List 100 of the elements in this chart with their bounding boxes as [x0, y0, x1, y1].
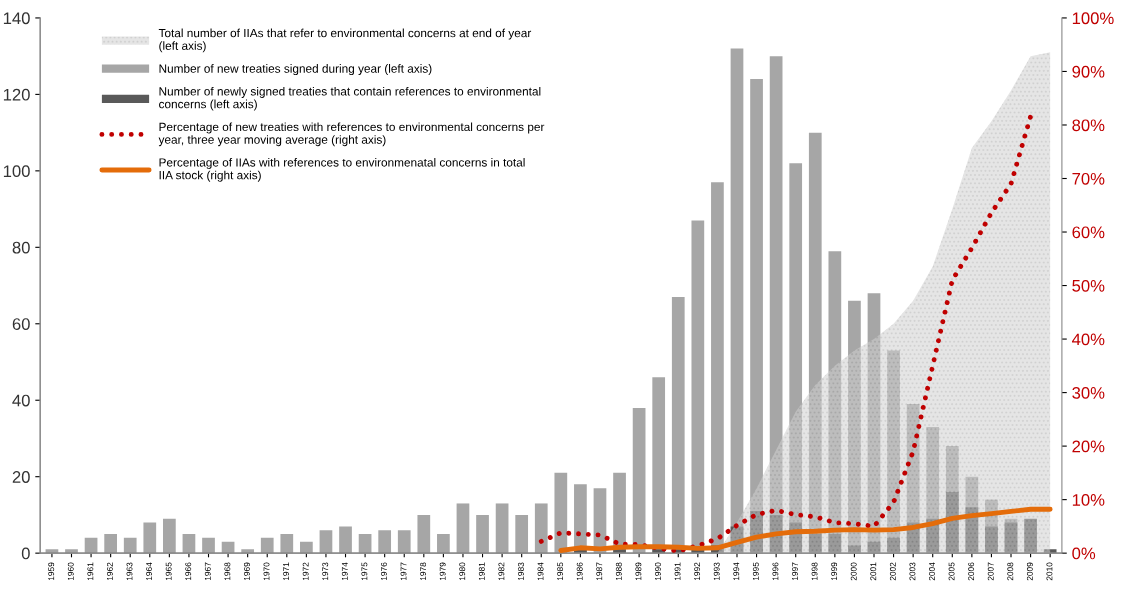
legend-label: Number of new treaties signed during year (left axis) [159, 64, 432, 76]
bar [437, 534, 450, 554]
x-tick-label: 2008 [1007, 562, 1014, 581]
bar [319, 530, 333, 554]
y-tick-label: 100 [3, 165, 30, 178]
bar [456, 503, 470, 554]
x-tick-label: 2000 [850, 562, 857, 581]
x-tick-label: 1972 [302, 562, 309, 581]
bar [534, 503, 548, 554]
x-tick-label: 1989 [635, 562, 642, 581]
bar [515, 514, 529, 554]
bar [887, 537, 900, 554]
y2-tick-label: 40% [1072, 333, 1105, 346]
y2-tick-label: 60% [1072, 226, 1105, 239]
x-tick-label: 1981 [478, 562, 485, 581]
x-tick-label: 1961 [87, 562, 94, 581]
y2-tick-label: 80% [1072, 119, 1105, 132]
y2-tick-label: 30% [1072, 386, 1105, 399]
y-tick-label: 0 [21, 547, 30, 560]
x-tick-label: 1999 [831, 562, 838, 581]
x-tick-label: 2003 [909, 562, 916, 581]
bar [495, 503, 509, 554]
x-tick-label: 2005 [948, 562, 955, 581]
x-tick-label: 1988 [615, 562, 622, 581]
x-tick-label: 1964 [146, 562, 153, 581]
x-tick-label: 1998 [811, 562, 818, 581]
x-tick-label: 1975 [361, 562, 368, 581]
x-tick-label: 1984 [537, 562, 544, 581]
bar [123, 537, 137, 554]
x-tick-label: 1965 [165, 562, 172, 581]
y2-tick-label: 0% [1072, 547, 1096, 560]
y-tick-label: 40 [12, 394, 30, 407]
y-tick-label: 120 [3, 88, 30, 101]
bar [632, 407, 646, 554]
y2-tick-label: 70% [1072, 172, 1105, 185]
bar [828, 534, 842, 554]
x-tick-label: 1990 [655, 562, 661, 581]
bar [378, 530, 392, 554]
bar [397, 530, 411, 554]
x-tick-label: 1995 [752, 562, 759, 581]
x-tick-label: 2007 [987, 562, 994, 581]
legend-label: Percentage of new treaties with references to environmental concerns per year, three year moving average (right axis) [158, 122, 545, 147]
x-tick-label: 1979 [439, 562, 446, 581]
x-tick-label: 1967 [204, 562, 211, 581]
y2-tick-label: 20% [1072, 440, 1105, 453]
y2-tick-label: 50% [1072, 279, 1105, 292]
y-tick-label: 60 [12, 318, 30, 330]
x-tick-label: 1963 [126, 562, 133, 581]
x-tick-label: 1962 [106, 562, 113, 581]
y2-tick-label: 10% [1072, 494, 1105, 506]
bar [1024, 518, 1037, 554]
x-tick-label: 1978 [420, 562, 427, 581]
x-tick-label: 1996 [772, 562, 779, 581]
legend-label: Number of newly signed treaties that contain references to environmental concerns (left axis) [159, 86, 541, 111]
x-tick-label: 2001 [870, 562, 877, 581]
y-tick-label: 80 [12, 241, 30, 254]
x-tick-label: 1960 [67, 562, 74, 581]
x-tick-label: 1986 [576, 562, 583, 581]
x-tick-label: 1982 [498, 562, 505, 581]
bar [339, 526, 352, 554]
y-tick-label: 20 [12, 471, 30, 483]
x-tick-label: 1992 [694, 562, 701, 581]
bar [104, 534, 117, 554]
bar [945, 491, 959, 554]
x-tick-label: 1959 [48, 562, 55, 581]
y-tick-label: 140 [3, 12, 30, 25]
y2-tick-label: 90% [1072, 65, 1105, 78]
legend-label: Percentage of IIAs with references to environmenatal concerns in total IIA stock (right axis) [159, 157, 525, 182]
x-tick-label: 1971 [283, 562, 290, 581]
x-tick-label: 2004 [929, 562, 935, 581]
bar [476, 514, 489, 554]
x-tick-label: 2006 [968, 562, 975, 581]
x-tick-label: 1966 [185, 562, 192, 581]
bar [985, 526, 998, 554]
bar [808, 534, 822, 554]
bar [554, 472, 568, 554]
x-tick-label: 1987 [596, 562, 603, 581]
bar [417, 514, 431, 554]
y2-tick-label: 100% [1072, 12, 1114, 25]
x-tick-label: 1968 [224, 562, 231, 581]
x-tick-label: 1983 [518, 562, 524, 581]
x-tick-label: 2009 [1026, 562, 1033, 581]
legend-label: Total number of IIAs that refer to environmental concerns at end of year (left axis) [158, 28, 532, 53]
x-tick-label: 1969 [243, 562, 250, 581]
x-tick-label: 2002 [889, 562, 896, 581]
line-series [558, 506, 1053, 553]
x-tick-label: 1974 [341, 562, 348, 581]
bar [260, 537, 274, 554]
x-tick-label: 1994 [733, 562, 740, 581]
bar [143, 522, 157, 554]
x-tick-label: 1973 [322, 562, 329, 581]
x-tick-label: 1993 [713, 562, 720, 581]
bar [163, 518, 176, 554]
x-tick-label: 1991 [674, 562, 681, 581]
x-tick-label: 1976 [381, 562, 387, 581]
x-tick-label: 1985 [557, 562, 564, 581]
x-tick-label: 1977 [400, 562, 407, 581]
bar [280, 534, 294, 554]
x-tick-label: 1970 [263, 562, 270, 581]
x-tick-label: 2010 [1046, 562, 1053, 581]
